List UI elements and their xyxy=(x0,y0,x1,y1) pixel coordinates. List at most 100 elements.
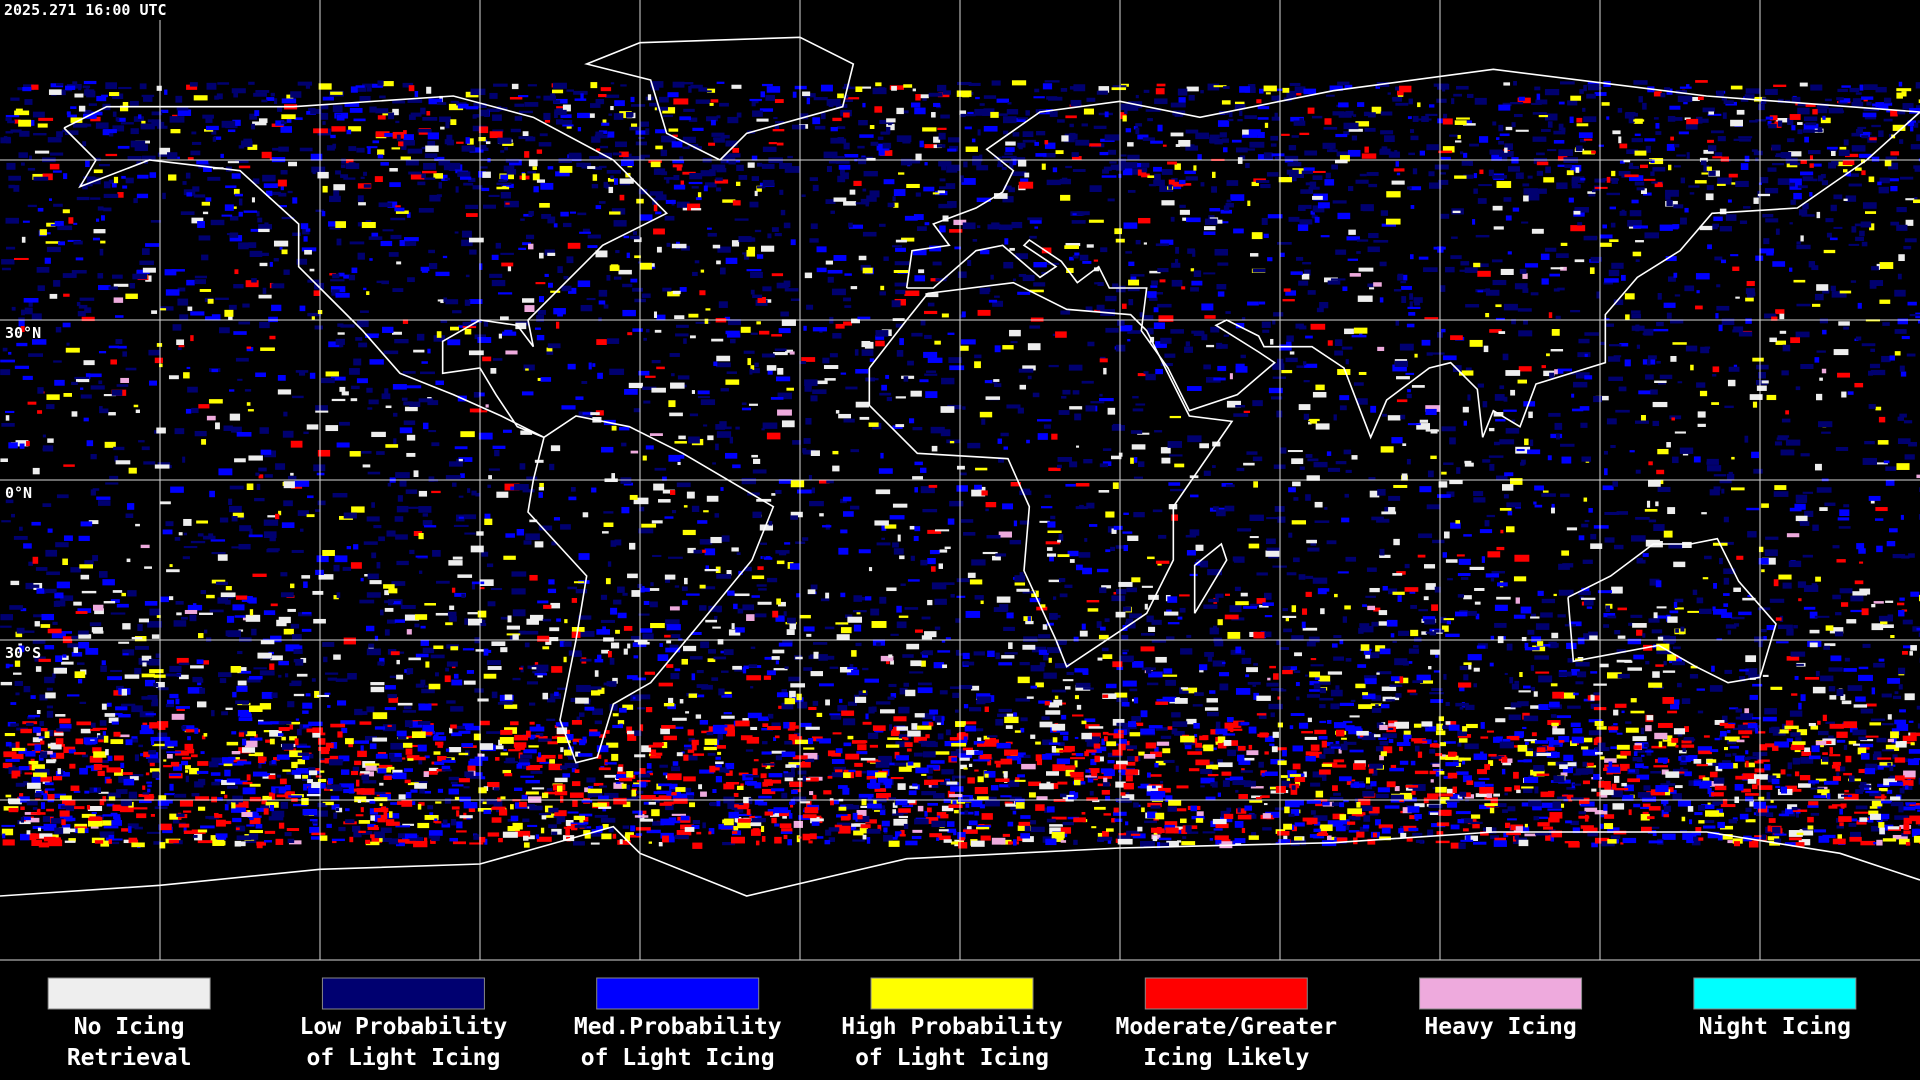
icing-cell xyxy=(1290,713,1305,717)
icing-cell xyxy=(1511,318,1516,325)
icing-cell xyxy=(1105,295,1117,302)
icing-cell xyxy=(1250,253,1259,257)
icing-cell xyxy=(842,496,852,502)
icing-cell xyxy=(1779,313,1785,320)
icing-cell xyxy=(1674,654,1679,659)
icing-cell xyxy=(924,222,930,226)
icing-cell xyxy=(774,125,779,130)
icing-cell xyxy=(707,227,712,230)
icing-cell xyxy=(156,343,163,347)
icing-cell xyxy=(1722,112,1727,119)
icing-cell xyxy=(735,181,741,186)
icing-cell xyxy=(1286,341,1292,347)
icing-cell xyxy=(1670,117,1683,121)
icing-cell xyxy=(147,694,158,700)
icing-cell xyxy=(1294,652,1303,657)
icing-cell xyxy=(603,511,614,514)
icing-cell xyxy=(5,217,20,224)
icing-cell xyxy=(750,365,755,370)
icing-cell xyxy=(606,338,620,344)
icing-cell xyxy=(94,157,101,162)
icing-cell xyxy=(225,586,232,591)
icing-cell xyxy=(680,180,685,185)
icing-cell xyxy=(1609,344,1622,347)
icing-cell xyxy=(117,345,127,349)
icing-cell xyxy=(949,229,963,233)
icing-cell xyxy=(40,624,51,628)
icing-cell xyxy=(1712,156,1722,159)
icing-cell xyxy=(1797,185,1808,189)
icing-cell xyxy=(1875,86,1887,93)
icing-cell xyxy=(987,650,995,658)
icing-cell xyxy=(590,82,598,89)
icing-cell xyxy=(601,122,610,126)
icing-cell xyxy=(388,588,398,594)
icing-cell xyxy=(1778,120,1783,127)
icing-cell xyxy=(53,360,62,363)
icing-cell xyxy=(1353,327,1368,334)
icing-cell xyxy=(548,579,555,585)
icing-cell xyxy=(1571,184,1581,189)
icing-cell xyxy=(1428,666,1432,670)
icing-cell xyxy=(1590,543,1603,549)
icing-cell xyxy=(1593,395,1603,403)
icing-cell xyxy=(478,432,493,440)
icing-cell xyxy=(5,117,12,121)
icing-cell xyxy=(1364,146,1369,153)
icing-cell xyxy=(1755,255,1764,261)
icing-cell xyxy=(458,457,473,462)
icing-cell xyxy=(941,377,955,385)
icing-cell xyxy=(1041,716,1050,721)
icing-cell xyxy=(311,166,326,173)
icing-cell xyxy=(1033,282,1046,287)
icing-cell xyxy=(103,193,119,199)
icing-cell xyxy=(128,467,137,474)
icing-cell xyxy=(28,714,40,718)
icing-cell xyxy=(361,221,376,229)
icing-cell xyxy=(232,604,245,611)
icing-cell xyxy=(1689,192,1695,195)
icing-cell xyxy=(1599,242,1612,247)
icing-cell xyxy=(963,161,968,168)
icing-cell xyxy=(1861,135,1869,139)
icing-cell xyxy=(1477,198,1487,204)
icing-cell xyxy=(260,347,275,351)
icing-cell xyxy=(274,98,278,104)
icing-cell xyxy=(1803,123,1819,130)
icing-cell xyxy=(1209,134,1220,139)
icing-cell xyxy=(1464,462,1474,467)
icing-cell xyxy=(1260,183,1271,189)
icing-cell xyxy=(701,586,716,590)
icing-cell xyxy=(1388,588,1398,595)
icing-cell xyxy=(578,553,590,560)
icing-cell xyxy=(1375,704,1379,707)
icing-cell xyxy=(1209,137,1218,144)
icing-cell xyxy=(467,612,483,615)
icing-cell xyxy=(1640,188,1647,194)
icing-cell xyxy=(1858,153,1872,158)
icing-cell xyxy=(160,306,174,311)
icing-cell xyxy=(963,532,976,536)
icing-cell xyxy=(1241,657,1252,664)
icing-cell xyxy=(1153,166,1162,172)
icing-cell xyxy=(860,86,872,89)
icing-cell xyxy=(428,476,435,482)
icing-cell xyxy=(1170,329,1185,334)
icing-cell xyxy=(210,539,226,542)
icing-cell xyxy=(890,660,894,665)
icing-cell xyxy=(1496,181,1512,188)
icing-cell xyxy=(956,578,970,583)
icing-cell xyxy=(374,176,383,183)
icing-cell xyxy=(1112,85,1127,89)
icing-cell xyxy=(372,83,383,88)
icing-cell xyxy=(1319,697,1334,701)
icing-cell xyxy=(1003,185,1012,190)
icing-cell xyxy=(904,215,918,221)
icing-cell xyxy=(597,372,603,379)
icing-cell xyxy=(1524,438,1529,446)
icing-cell xyxy=(826,655,835,660)
icing-cell xyxy=(1503,82,1511,86)
icing-cell xyxy=(589,155,600,160)
icing-cell xyxy=(1306,539,1317,544)
icing-cell xyxy=(122,623,131,630)
